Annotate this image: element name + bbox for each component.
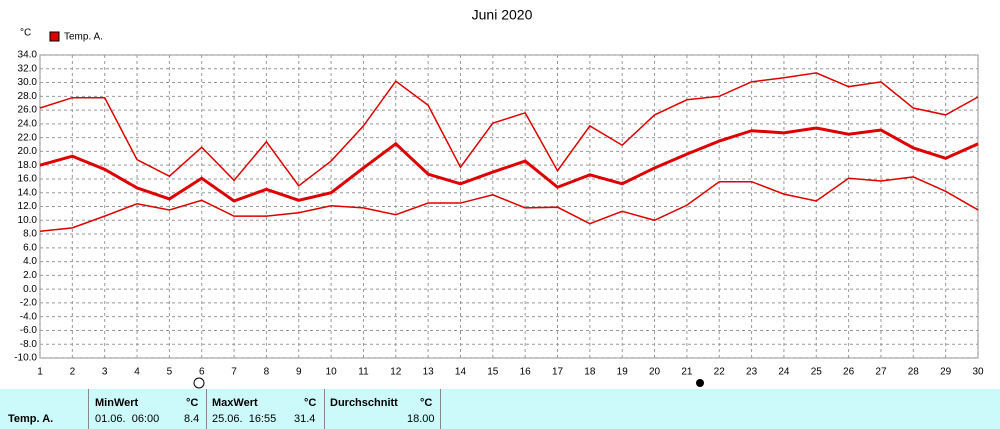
series-line: [39, 176, 979, 233]
y-tick-label: 0.0: [23, 284, 37, 295]
stat-unit: °C: [420, 397, 433, 409]
x-tick-label: 24: [778, 367, 790, 378]
y-tick-label: 18.0: [18, 160, 38, 171]
stat-time: 01.06. 06:00: [95, 413, 160, 425]
series-line: [39, 126, 979, 203]
x-tick-label: 3: [102, 367, 108, 378]
x-tick-label: 25: [811, 367, 823, 378]
x-tick-label: 2: [70, 367, 76, 378]
y-tick-label: 26.0: [18, 105, 38, 116]
y-tick-label: 4.0: [23, 256, 37, 267]
stat-unit: °C: [304, 397, 317, 409]
y-tick-label: 14.0: [18, 187, 38, 198]
y-tick-label: 12.0: [18, 201, 38, 212]
stat-time: 25.06. 16:55: [212, 413, 277, 425]
y-tick-label: 8.0: [23, 229, 37, 240]
chart: Juni 2020 °C Temp. A. -10.0 -8.0 -6.0 -4.0 -…: [14, 7, 984, 389]
x-tick-label: 6: [199, 367, 205, 378]
stat-title: MinWert: [95, 397, 139, 409]
y-tick-label: -6.0: [20, 325, 38, 336]
x-tick-label: 7: [231, 367, 237, 378]
stat-value: 31.4: [294, 413, 316, 425]
x-tick-label: 23: [746, 367, 758, 378]
x-tick-label: 26: [843, 367, 855, 378]
stat-value: 8.4: [184, 413, 200, 425]
y-tick-label: 24.0: [18, 119, 38, 130]
x-tick-label: 19: [617, 367, 629, 378]
x-tick-label: 28: [908, 367, 920, 378]
x-tick-label: 10: [326, 367, 338, 378]
x-tick-label: 4: [134, 367, 140, 378]
x-tick-label: 21: [681, 367, 693, 378]
x-tick-label: 5: [167, 367, 173, 378]
x-tick-label: 18: [584, 367, 596, 378]
y-tick-label: 30.0: [18, 77, 38, 88]
y-tick-label: 22.0: [18, 132, 38, 143]
y-tick-label: -10.0: [14, 353, 37, 364]
x-tick-label: 14: [455, 367, 467, 378]
stat-title: MaxWert: [212, 397, 258, 409]
marker-open: [193, 377, 205, 389]
stat-unit: °C: [186, 397, 199, 409]
x-tick-label: 29: [940, 367, 952, 378]
stat-title: Durchschnitt: [330, 397, 398, 409]
x-tick-label: 27: [875, 367, 887, 378]
x-tick-label: 17: [552, 367, 564, 378]
x-tick-label: 12: [390, 367, 402, 378]
y-tick-label: -2.0: [20, 298, 38, 309]
series-line: [39, 72, 979, 187]
x-tick-label: 13: [423, 367, 435, 378]
x-tick-label: 1: [37, 367, 43, 378]
x-tick-label: 8: [264, 367, 270, 378]
chart-title: Juni 2020: [472, 7, 533, 23]
y-tick-label: 16.0: [18, 174, 38, 185]
x-tick-label: 11: [358, 367, 369, 378]
stats-bar: Temp. A. MinWert °C 01.06. 06:00 8.4 Max…: [0, 389, 1000, 429]
x-tick-label: 9: [296, 367, 302, 378]
y-tick-label: 28.0: [18, 91, 38, 102]
y-tick-label: -8.0: [20, 339, 38, 350]
y-tick-label: 32.0: [18, 63, 38, 74]
y-tick-label: 6.0: [23, 242, 37, 253]
x-tick-label: 15: [487, 367, 499, 378]
row-label: Temp. A.: [8, 413, 54, 425]
y-tick-label: 10.0: [18, 215, 38, 226]
unit-label: °C: [20, 28, 31, 39]
x-tick-label: 16: [520, 367, 532, 378]
y-tick-label: 2.0: [23, 270, 37, 281]
x-tick-label: 20: [649, 367, 661, 378]
x-tick-label: 30: [972, 367, 984, 378]
legend-swatch: [49, 31, 60, 42]
stat-value: 18.00: [407, 413, 435, 425]
y-tick-label: 20.0: [18, 146, 38, 157]
marker-filled: [696, 379, 704, 387]
y-tick-label: 34.0: [18, 50, 38, 61]
x-tick-label: 22: [714, 367, 726, 378]
legend-label: Temp. A.: [64, 32, 103, 43]
y-tick-label: -4.0: [20, 311, 38, 322]
